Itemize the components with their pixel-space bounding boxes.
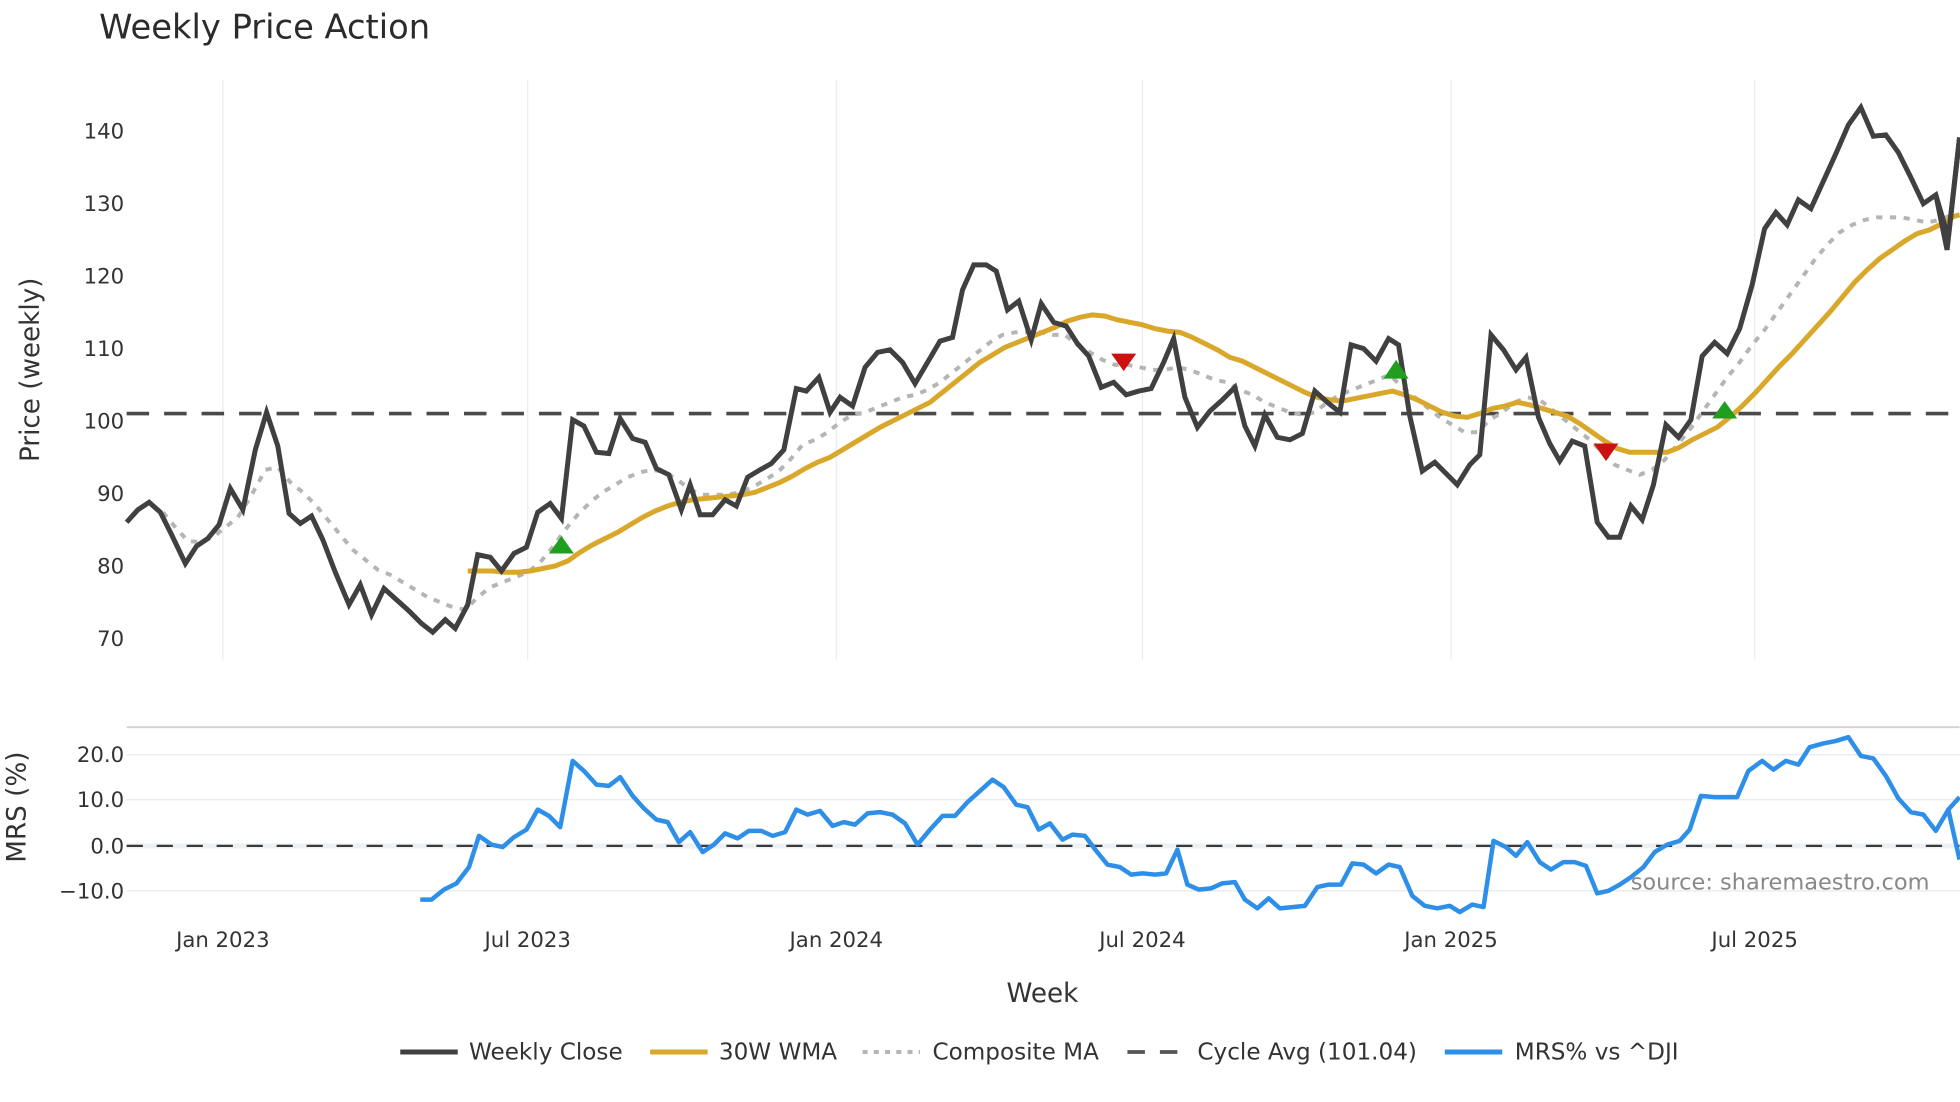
mrs-line-tail (1946, 809, 1960, 861)
y-tick: 90 (97, 482, 124, 507)
sell-signal-icon (1111, 353, 1137, 372)
y-tick: 70 (97, 627, 124, 652)
y-tick: 0.0 (90, 834, 124, 859)
weekly-close-line (124, 102, 1960, 636)
x-tick: Jul 2023 (482, 928, 570, 953)
price-y-axis: 140 130 120 110 100 90 80 70 (84, 120, 125, 652)
mrs-y-axis-title: MRS (%) (2, 752, 32, 863)
y-tick: 20.0 (77, 743, 124, 768)
buy-signal-icon (548, 536, 574, 554)
mrs-line (420, 734, 1960, 915)
legend: Weekly Close 30W WMA Composite MA Cycle … (400, 1040, 1679, 1066)
price-y-axis-title: Price (weekly) (16, 278, 46, 462)
y-tick: 130 (84, 192, 125, 217)
legend-label: Cycle Avg (101.04) (1197, 1040, 1417, 1066)
y-tick: 140 (84, 120, 125, 145)
x-tick: Jul 2024 (1097, 928, 1185, 953)
legend-item-composite-ma[interactable]: Composite MA (862, 1040, 1100, 1066)
mrs-gridlines (126, 753, 1960, 892)
signal-markers (548, 353, 1738, 554)
sell-signal-icon (1593, 443, 1619, 462)
legend-label: MRS% vs ^DJI (1515, 1040, 1679, 1066)
x-tick: Jan 2023 (174, 928, 270, 953)
y-tick: −10.0 (59, 879, 124, 904)
wma-30w-line (467, 212, 1960, 575)
buy-signal-icon (1712, 401, 1738, 419)
legend-item-cycle-avg[interactable]: Cycle Avg (101.04) (1127, 1040, 1417, 1066)
x-axis: Jan 2023 Jul 2023 Jan 2024 Jul 2024 Jan … (174, 928, 1798, 953)
legend-item-weekly-close[interactable]: Weekly Close (400, 1040, 623, 1066)
x-tick: Jan 2024 (788, 928, 884, 953)
legend-item-mrs[interactable]: MRS% vs ^DJI (1444, 1040, 1679, 1066)
source-label: source: sharemaestro.com (1631, 870, 1930, 896)
chart-title: Weekly Price Action (99, 8, 430, 47)
weekly-close-tail (1933, 137, 1960, 251)
legend-label: Composite MA (933, 1040, 1100, 1066)
y-tick: 100 (84, 410, 125, 435)
legend-label: 30W WMA (719, 1040, 837, 1066)
buy-signal-icon (1383, 359, 1409, 379)
mrs-y-axis: 20.0 10.0 0.0 −10.0 (59, 743, 124, 904)
price-vertical-gridlines (222, 79, 1756, 660)
y-tick: 110 (84, 337, 125, 362)
x-axis-title: Week (1007, 979, 1080, 1009)
y-tick: 10.0 (77, 788, 124, 813)
legend-label: Weekly Close (469, 1040, 623, 1066)
legend-item-wma[interactable]: 30W WMA (650, 1040, 837, 1066)
x-tick: Jul 2025 (1709, 928, 1797, 953)
x-tick: Jan 2025 (1402, 928, 1498, 953)
y-tick: 80 (97, 554, 124, 579)
y-tick: 120 (84, 265, 125, 290)
